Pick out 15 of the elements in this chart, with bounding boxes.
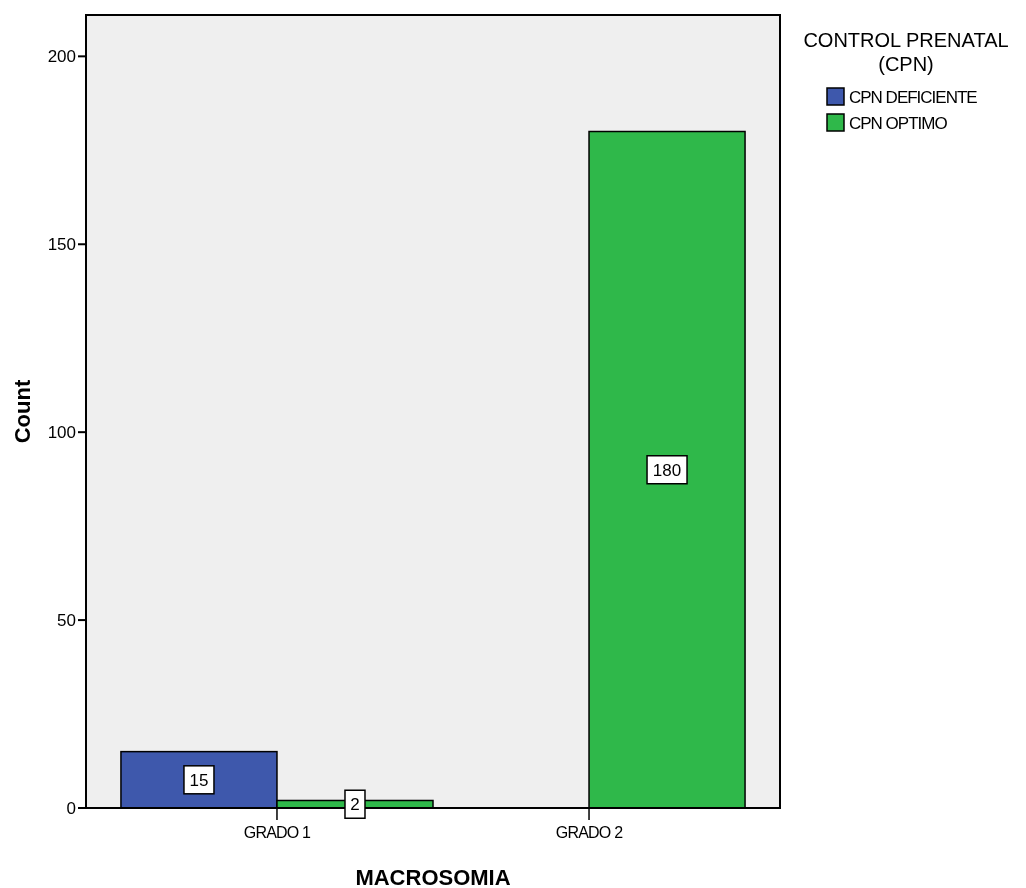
y-axis-title: Count <box>10 379 35 444</box>
y-tick-label: 150 <box>47 235 76 255</box>
x-axis-title: MACROSOMIA <box>355 865 511 888</box>
data-label: 180 <box>652 460 682 480</box>
y-tick-label: 50 <box>57 611 76 631</box>
x-tick-label: GRADO 2 <box>555 824 624 841</box>
data-label: 2 <box>350 795 360 815</box>
data-label: 15 <box>189 770 209 790</box>
x-tick-label: GRADO 1 <box>243 824 312 841</box>
legend-label: CPN OPTIMO <box>849 113 948 133</box>
y-tick-label: 0 <box>66 798 76 818</box>
y-tick-label: 200 <box>47 47 76 67</box>
legend-label: CPN DEFICIENTE <box>849 87 978 107</box>
legend-title: CONTROL PRENATAL (CPN) <box>803 29 1009 75</box>
y-tick-label: 100 <box>47 423 76 443</box>
